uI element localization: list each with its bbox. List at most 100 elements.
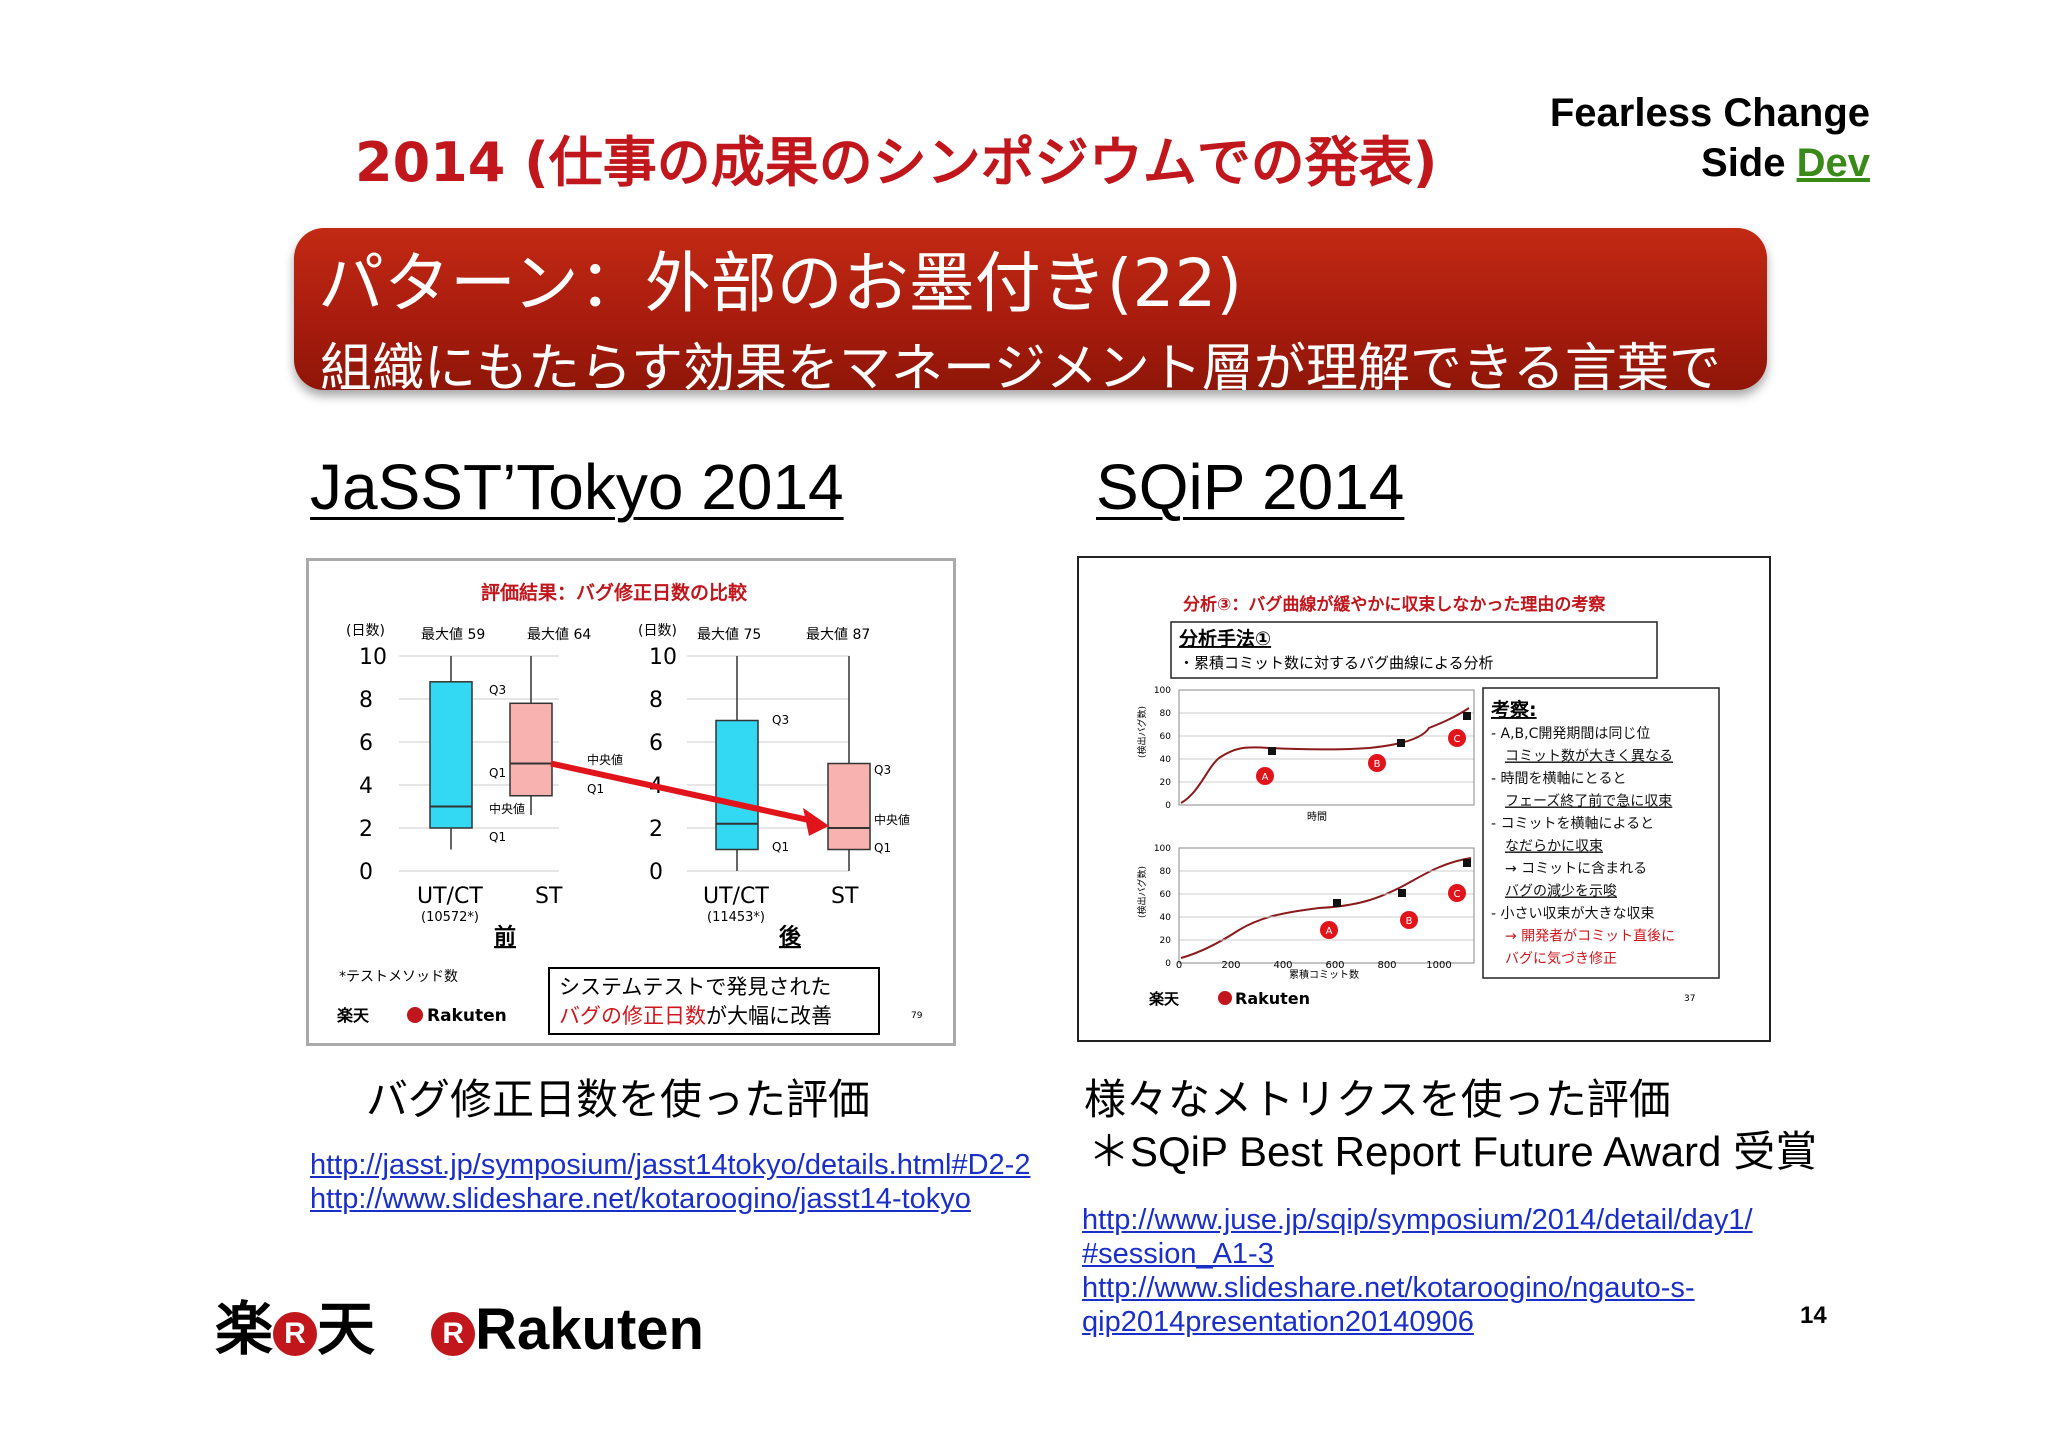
y-unit-after: (日数) bbox=[638, 623, 677, 639]
left-heading: JaSST’Tokyo 2014 bbox=[310, 451, 844, 523]
page-number: 14 bbox=[1800, 1302, 1827, 1329]
y-tick-label: 60 bbox=[1160, 890, 1172, 900]
y-tick-label: 40 bbox=[1160, 755, 1172, 765]
rakuten-r-icon bbox=[407, 1007, 423, 1023]
median-label: 中央値 bbox=[874, 812, 910, 827]
y-tick-label: 6 bbox=[359, 731, 373, 756]
y-tick-label: 4 bbox=[359, 774, 373, 799]
pattern-banner: パターン：外部のお墨付き(22) 組織にもたらす効果をマネージメント層が理解でき… bbox=[294, 228, 1767, 390]
brand-label: Fearless Change Side Dev bbox=[1550, 88, 1870, 188]
conclusion-line2: バグの修正日数が大幅に改善 bbox=[559, 1004, 832, 1028]
jasst-figure: 評価結果：バグ修正日数の比較 (日数) (日数) 最大値 59 最大値 64 最… bbox=[306, 558, 956, 1046]
slideshare-link[interactable]: http://www.slideshare.net/kotaroogino/ja… bbox=[310, 1183, 971, 1215]
y-tick-label: 8 bbox=[649, 688, 663, 713]
q1-label: Q1 bbox=[489, 830, 506, 844]
kousatsu-line: - 時間を横軸にとると bbox=[1491, 771, 1627, 787]
rakuten-r-icon bbox=[1218, 991, 1232, 1005]
count-before: (10572*) bbox=[421, 910, 479, 925]
conclusion-box bbox=[548, 967, 880, 1035]
x-tick-label: 600 bbox=[1325, 960, 1344, 971]
marker-icon bbox=[1400, 911, 1418, 929]
plot-frame bbox=[1178, 847, 1475, 964]
figure-page: 79 bbox=[911, 1011, 923, 1021]
right-caption-2: ＊SQiP Best Report Future Award 受賞 bbox=[1088, 1128, 1818, 1175]
bug-curve-figure: 分析③：バグ曲線が緩やかに収束しなかった理由の考察 分析手法① ・累積コミット数… bbox=[1136, 594, 1720, 1008]
marker-label: C bbox=[1454, 734, 1461, 745]
marker-icon bbox=[1320, 921, 1338, 939]
category-st: ST bbox=[831, 884, 859, 909]
brand-line1: Fearless Change bbox=[1549, 91, 1870, 135]
max-label: 最大値 87 bbox=[806, 627, 870, 643]
kousatsu-line: → コミットに含まれる bbox=[1505, 861, 1647, 877]
y-label: (検出バグ数) bbox=[1136, 866, 1148, 918]
juse-link[interactable]: http://www.juse.jp/sqip/symposium/2014/d… bbox=[1082, 1204, 1753, 1236]
brand-side: Side bbox=[1701, 141, 1797, 185]
slideshare-link[interactable]: http://www.slideshare.net/kotaroogino/ng… bbox=[1082, 1272, 1695, 1304]
category-st: ST bbox=[535, 884, 563, 909]
method-box bbox=[1170, 621, 1658, 679]
bug-curve bbox=[1180, 857, 1472, 959]
marker-icon bbox=[1448, 729, 1466, 747]
right-heading: SQiP 2014 bbox=[1096, 451, 1405, 523]
x-tick-label: 0 bbox=[1176, 960, 1182, 971]
figure-title: 分析③：バグ曲線が緩やかに収束しなかった理由の考察 bbox=[1183, 594, 1606, 615]
figure-logo-jp: 楽天 bbox=[1149, 990, 1180, 1008]
y-tick-label: 0 bbox=[1165, 801, 1171, 811]
box bbox=[429, 681, 473, 829]
median-label: 中央値 bbox=[587, 752, 623, 767]
max-label: 最大値 75 bbox=[697, 627, 761, 643]
y-tick-label: 0 bbox=[649, 860, 663, 885]
slideshare-link-cont[interactable]: qip2014presentation20140906 bbox=[1082, 1306, 1474, 1338]
kousatsu-line: バグの減少を示唆 bbox=[1505, 883, 1617, 900]
y-tick-label: 10 bbox=[649, 645, 677, 670]
kousatsu-box bbox=[1482, 687, 1720, 979]
jasst-link[interactable]: http://jasst.jp/symposium/jasst14tokyo/d… bbox=[310, 1149, 1031, 1181]
y-tick-label: 6 bbox=[649, 731, 663, 756]
data-point bbox=[1463, 859, 1471, 867]
y-tick-label: 100 bbox=[1154, 686, 1171, 696]
marker-label: A bbox=[1262, 772, 1269, 783]
brand-line2: Side Dev bbox=[1550, 138, 1870, 188]
marker-icon bbox=[1448, 884, 1466, 902]
q3-label: Q3 bbox=[772, 713, 789, 727]
marker-label: B bbox=[1406, 916, 1413, 927]
marker-icon bbox=[1256, 767, 1274, 785]
figure-logo-en: Rakuten bbox=[427, 1006, 507, 1026]
y-tick-label: 20 bbox=[1160, 936, 1172, 946]
conclusion-line1: システムテストで発見された bbox=[559, 975, 831, 999]
right-caption-1: 様々なメトリクスを使った評価 bbox=[1084, 1075, 1671, 1124]
x-tick-label: 800 bbox=[1377, 960, 1396, 971]
x-tick-label: 1000 bbox=[1426, 960, 1451, 971]
y-tick-label: 80 bbox=[1160, 709, 1172, 719]
marker-icon bbox=[1368, 754, 1386, 772]
method-title: 分析手法① bbox=[1179, 627, 1271, 650]
conclusion-black: が大幅に改善 bbox=[706, 1004, 832, 1028]
x-label-time: 時間 bbox=[1307, 811, 1327, 823]
y-tick-label: 0 bbox=[1165, 959, 1171, 969]
kousatsu-line: - 小さい収束が大きな収束 bbox=[1491, 906, 1655, 922]
data-point bbox=[1333, 899, 1341, 907]
kousatsu-line: - A,B,C開発期間は同じ位 bbox=[1491, 726, 1650, 742]
kousatsu-title: 考察: bbox=[1491, 698, 1537, 721]
y-tick-label: 2 bbox=[649, 817, 663, 842]
data-point bbox=[1463, 712, 1471, 720]
plot-frame bbox=[1178, 689, 1475, 806]
figure-title: 評価結果：バグ修正日数の比較 bbox=[481, 581, 748, 604]
juse-link-anchor[interactable]: #session_A1-3 bbox=[1082, 1238, 1274, 1270]
max-label: 最大値 64 bbox=[527, 627, 591, 643]
banner-line2: 組織にもたらす効果をマネージメント層が理解できる言葉で bbox=[320, 339, 1721, 390]
brand-dev: Dev bbox=[1796, 141, 1870, 185]
improvement-arrow bbox=[550, 760, 818, 825]
kousatsu-line: コミット数が大きく異なる bbox=[1505, 749, 1673, 765]
box bbox=[827, 762, 871, 851]
q1-label: Q1 bbox=[489, 766, 506, 780]
conclusion-red: バグの修正日数 bbox=[559, 1004, 706, 1028]
figure-page: 37 bbox=[1684, 994, 1695, 1004]
q3-label: Q3 bbox=[874, 763, 891, 777]
kousatsu-line: フェーズ終了前で急に収束 bbox=[1505, 793, 1672, 810]
y-tick-label: 20 bbox=[1160, 778, 1172, 788]
y-tick-label: 2 bbox=[359, 817, 373, 842]
x-label-commit: 累積コミット数 bbox=[1289, 968, 1359, 981]
